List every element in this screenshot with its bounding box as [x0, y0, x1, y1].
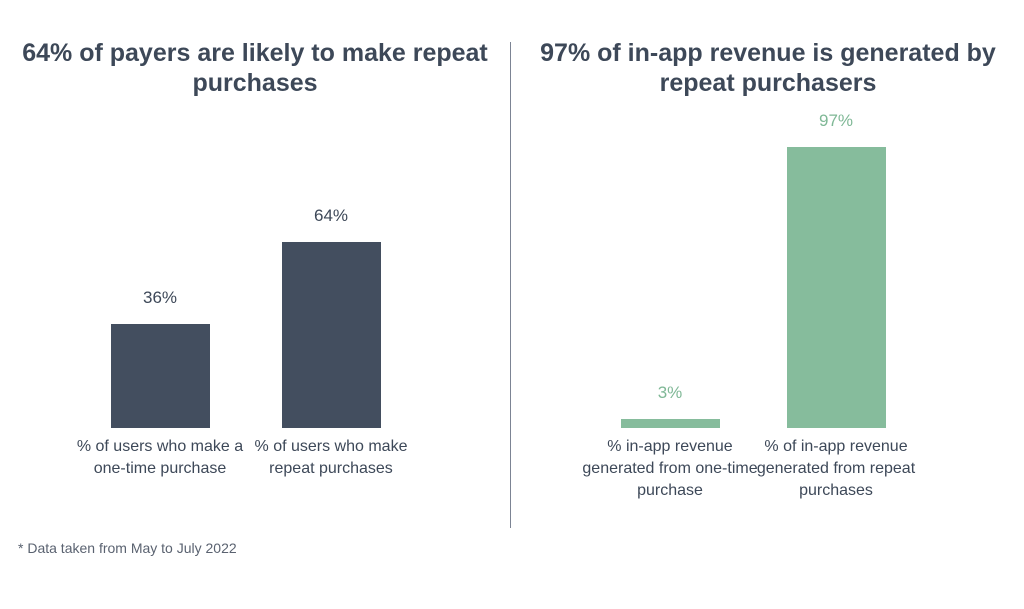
category-label-repeat-revenue: % of in-app revenue generated from repea…: [756, 438, 916, 499]
bar-repeat-users: [281, 242, 381, 428]
chart-right: 97% of in-app revenue is generated by re…: [512, 0, 1024, 540]
value-label-one-time-revenue: 3%: [657, 383, 683, 403]
footnote: * Data taken from May to July 2022: [18, 540, 237, 556]
panel-divider: [510, 42, 511, 528]
category-label-one-time-users: % of users who make a one-time purchase: [76, 438, 244, 477]
bar-repeat-revenue: [786, 146, 886, 428]
value-label-repeat-revenue: 97%: [818, 110, 854, 130]
value-label-one-time-users: 36%: [142, 287, 178, 307]
value-label-repeat-users: 64%: [313, 206, 349, 226]
bar-one-time-users: [110, 323, 210, 428]
chart-title-left: 64% of payers are likely to make repeat …: [22, 39, 488, 97]
bar-one-time-revenue: [620, 419, 720, 428]
chart-left: 64% of payers are likely to make repeat …: [0, 0, 510, 540]
category-label-one-time-revenue: % in-app revenue generated from one-time…: [582, 438, 758, 499]
chart-title-right: 97% of in-app revenue is generated by re…: [540, 39, 996, 97]
category-label-repeat-users: % of users who make repeat purchases: [254, 438, 408, 477]
